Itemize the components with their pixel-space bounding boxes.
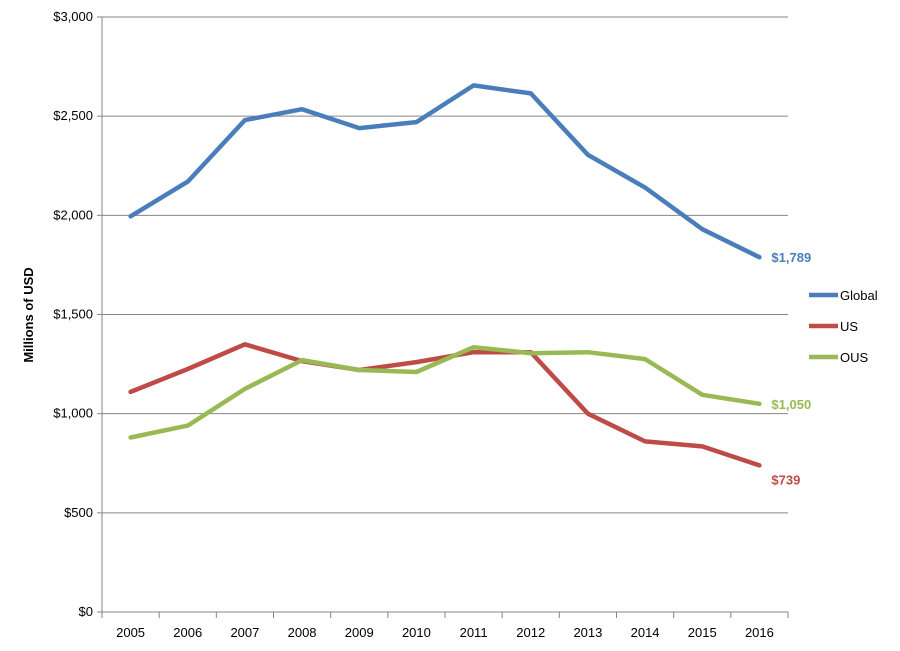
series-line-global — [128, 83, 762, 260]
legend-label-ous: OUS — [840, 350, 869, 365]
x-tick-label: 2008 — [288, 625, 317, 640]
end-label-ous: $1,050 — [771, 397, 811, 412]
gridlines — [97, 16, 788, 613]
x-tick-label: 2006 — [173, 625, 202, 640]
y-tick-labels: $0 $500 $1,000 $1,500 $2,000 $2,500 $3,000 — [53, 9, 93, 619]
x-tick-label: 2010 — [402, 625, 431, 640]
y-axis-label: Millions of USD — [21, 267, 36, 362]
x-tick-label: 2016 — [745, 625, 774, 640]
series-line-us — [128, 342, 762, 468]
x-tick-label: 2013 — [573, 625, 602, 640]
end-label-us: $739 — [771, 472, 800, 487]
series-line-ous — [128, 344, 762, 440]
x-tick-label: 2005 — [116, 625, 145, 640]
x-tick-label: 2015 — [688, 625, 717, 640]
x-tick-label: 2011 — [460, 625, 488, 640]
axes — [101, 17, 789, 618]
x-tick-label: 2012 — [516, 625, 545, 640]
x-tick-label: 2007 — [230, 625, 259, 640]
y-tick-label: $3,000 — [53, 9, 93, 24]
end-label-global: $1,789 — [771, 250, 811, 265]
y-tick-label: $1,500 — [53, 307, 93, 322]
x-tick-label: 2014 — [631, 625, 660, 640]
series-lines — [128, 83, 762, 468]
y-tick-label: $2,000 — [53, 207, 93, 222]
y-tick-label: $1,000 — [53, 406, 93, 421]
y-tick-label: $2,500 — [53, 108, 93, 123]
x-tick-label: 2009 — [345, 625, 374, 640]
y-tick-label: $500 — [64, 505, 93, 520]
x-tick-labels: 2005 2006 2007 2008 2009 2010 2011 2012 2013 2014… — [116, 625, 774, 640]
legend: Global US OUS — [809, 288, 878, 365]
legend-label-us: US — [840, 319, 858, 334]
legend-label-global: Global — [840, 288, 878, 303]
y-tick-label: $0 — [79, 604, 93, 619]
end-labels: $1,789 $739 $1,050 — [771, 250, 811, 487]
